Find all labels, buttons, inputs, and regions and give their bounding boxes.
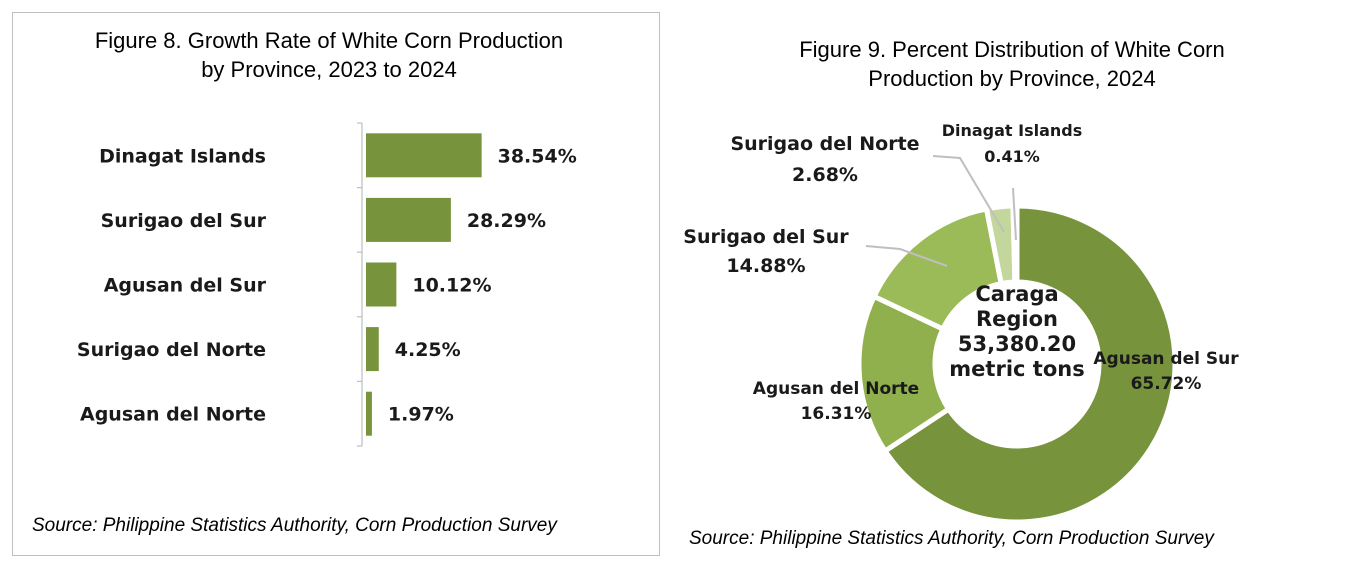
figure-8-title: Figure 8. Growth Rate of White Corn Prod…	[0, 26, 658, 84]
slice-value-label: 0.41%	[984, 147, 1040, 166]
category-label: Surigao del Norte	[77, 339, 266, 361]
donut-center-text: metric tons	[949, 357, 1084, 381]
slice-category-label: Agusan del Norte	[753, 379, 919, 399]
donut-slice	[881, 203, 1178, 525]
bar-value-label: 1.97%	[388, 404, 454, 426]
leader-line	[1012, 187, 1017, 241]
category-label: Dinagat Islands	[99, 145, 266, 167]
slice-value-label: 65.72%	[1131, 374, 1202, 394]
figure-9-title: Figure 9. Percent Distribution of White …	[672, 35, 1352, 93]
slice-value-label: 16.31%	[801, 404, 872, 424]
figure-9-source: Source: Philippine Statistics Authority,…	[689, 528, 1214, 549]
bar-value-label: 28.29%	[467, 210, 546, 232]
donut-center-text: 53,380.20	[958, 332, 1076, 356]
bar-value-label: 38.54%	[498, 145, 577, 167]
bar	[366, 327, 379, 372]
bar	[366, 391, 372, 436]
figure-8-title-line-2: by Province, 2023 to 2024	[201, 57, 457, 82]
figure-8-title-line-1: Figure 8. Growth Rate of White Corn Prod…	[94, 28, 564, 53]
bar	[366, 262, 397, 307]
slice-value-label: 14.88%	[726, 255, 805, 277]
bar-value-label: 4.25%	[395, 339, 461, 361]
slice-category-label: Surigao del Sur	[683, 226, 849, 248]
figure-9-title-line-2: Production by Province, 2024	[868, 66, 1156, 91]
bar	[366, 197, 451, 242]
slice-category-label: Agusan del Sur	[1093, 349, 1239, 369]
slice-category-label: Dinagat Islands	[942, 121, 1083, 140]
slice-value-label: 2.68%	[792, 164, 858, 186]
growth-rate-bar-chart: Dinagat Islands 38.54% Surigao del Sur 28.2…	[77, 122, 577, 447]
category-label: Surigao del Sur	[101, 210, 267, 232]
category-label: Agusan del Sur	[104, 275, 267, 297]
slice-category-label: Surigao del Norte	[730, 133, 919, 155]
figure-8-source: Source: Philippine Statistics Authority,…	[32, 515, 557, 536]
donut-center-text: Caraga	[975, 282, 1058, 306]
leader-line	[865, 245, 948, 267]
bar	[366, 133, 482, 178]
category-label: Agusan del Norte	[80, 404, 266, 426]
leader-line	[932, 155, 1005, 233]
figure-8-panel	[12, 12, 660, 556]
figure-9-title-line-1: Figure 9. Percent Distribution of White …	[799, 37, 1225, 62]
donut-center-text: Region	[976, 307, 1058, 331]
bar-value-label: 10.12%	[412, 275, 491, 297]
